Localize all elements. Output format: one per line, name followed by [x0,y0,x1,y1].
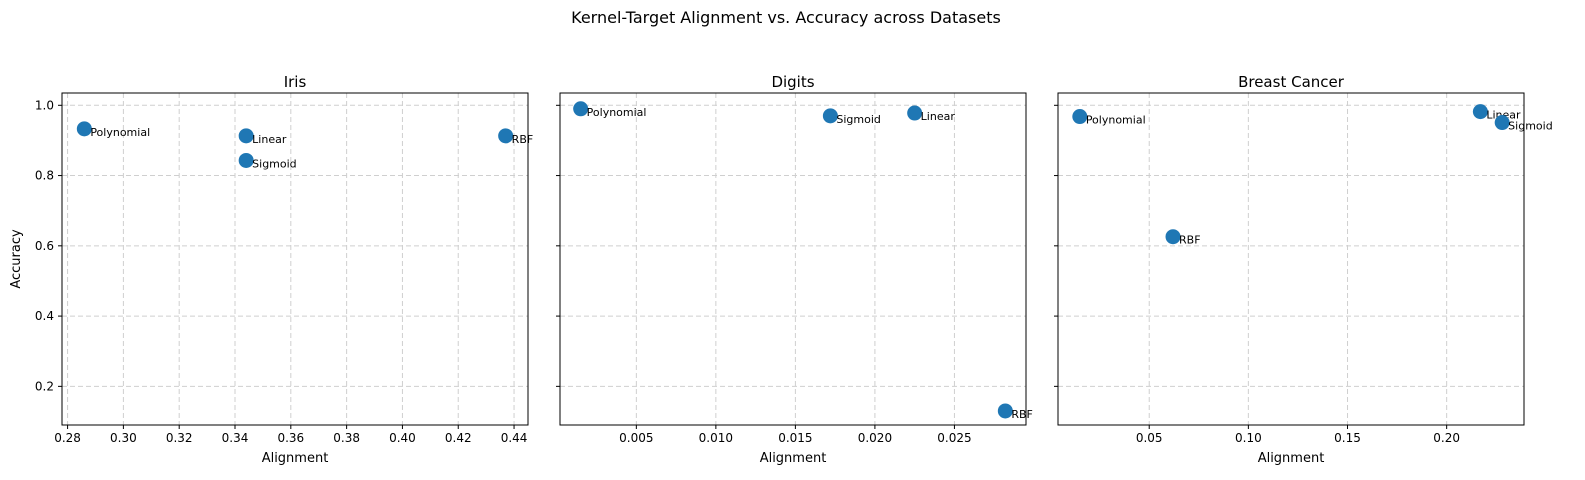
y-tick-label: 0.6 [35,239,54,253]
point-label: Polynomial [90,126,150,139]
scatter-point [1072,109,1088,125]
scatter-point [498,128,514,144]
subplot-title: Iris [284,73,307,91]
x-tick-label: 0.15 [1334,431,1361,445]
x-tick-label: 0.010 [699,431,733,445]
x-tick-label: 0.44 [501,431,528,445]
scatter-point [1165,229,1181,245]
x-tick-label: 0.020 [858,431,892,445]
scatter-point [76,121,92,137]
scatter-point [822,108,838,124]
point-label: RBF [1179,234,1201,247]
x-axis-label: Alignment [1258,451,1325,466]
plot-frame [61,92,529,426]
y-tick-label: 0.8 [35,169,54,183]
subplot-3: 0.05 0.10 0.15 0.20 Polynomial RBF LinearSigmo… [1054,73,1553,466]
point-label: Linear [1486,109,1521,122]
x-tick-label: 0.10 [1235,431,1262,445]
point-label: RBF [1011,408,1033,421]
plot-frame [1057,92,1525,426]
scatter-point [1494,115,1510,131]
x-tick-label: 0.32 [166,431,193,445]
y-tick-label: 0.4 [35,309,54,323]
x-tick-label: 0.36 [277,431,304,445]
x-tick-label: 0.42 [445,431,472,445]
x-axis-label: Alignment [262,451,329,466]
x-tick-label: 0.34 [222,431,249,445]
panels: 0.28 0.30 0.32 0.34 0.36 0.38 0.40 0.42 0.440.20… [9,73,1553,466]
x-tick-label: 0.025 [937,431,971,445]
subplot-title: Digits [771,73,814,91]
x-tick-label: 0.015 [778,431,812,445]
x-tick-label: 0.40 [389,431,416,445]
y-axis-label: Accuracy [9,229,24,289]
scatter-point [573,101,589,117]
scatter-point [1472,104,1488,120]
point-label: Sigmoid [1508,120,1553,133]
scatter-point [907,105,923,121]
x-tick-label: 0.005 [619,431,653,445]
subplot-2: 0.005 0.010 0.015 0.020 0.025 Polynomial Sigmo… [556,73,1033,466]
scatter-point [238,152,254,168]
x-axis-label: Alignment [760,451,827,466]
y-tick-label: 1.0 [35,98,54,112]
x-tick-label: 0.30 [110,431,137,445]
point-label: Sigmoid [836,113,881,126]
x-tick-label: 0.05 [1136,431,1163,445]
scatter-point [238,128,254,144]
point-label: Sigmoid [252,157,297,170]
y-tick-label: 0.2 [35,379,54,393]
point-label: Linear [252,133,287,146]
x-tick-label: 0.28 [54,431,81,445]
x-tick-label: 0.38 [333,431,360,445]
figure-suptitle: Kernel-Target Alignment vs. Accuracy acr… [571,8,1001,27]
point-label: Linear [921,110,956,123]
point-label: Polynomial [1086,114,1146,127]
plot-frame [559,92,1027,426]
subplot-1: 0.28 0.30 0.32 0.34 0.36 0.38 0.40 0.42 0.44 0.2 0… [9,73,533,466]
point-label: Polynomial [587,106,647,119]
point-label: RBF [512,133,534,146]
x-tick-label: 0.20 [1433,431,1460,445]
scatter-point [997,403,1013,419]
subplot-title: Breast Cancer [1238,73,1345,91]
